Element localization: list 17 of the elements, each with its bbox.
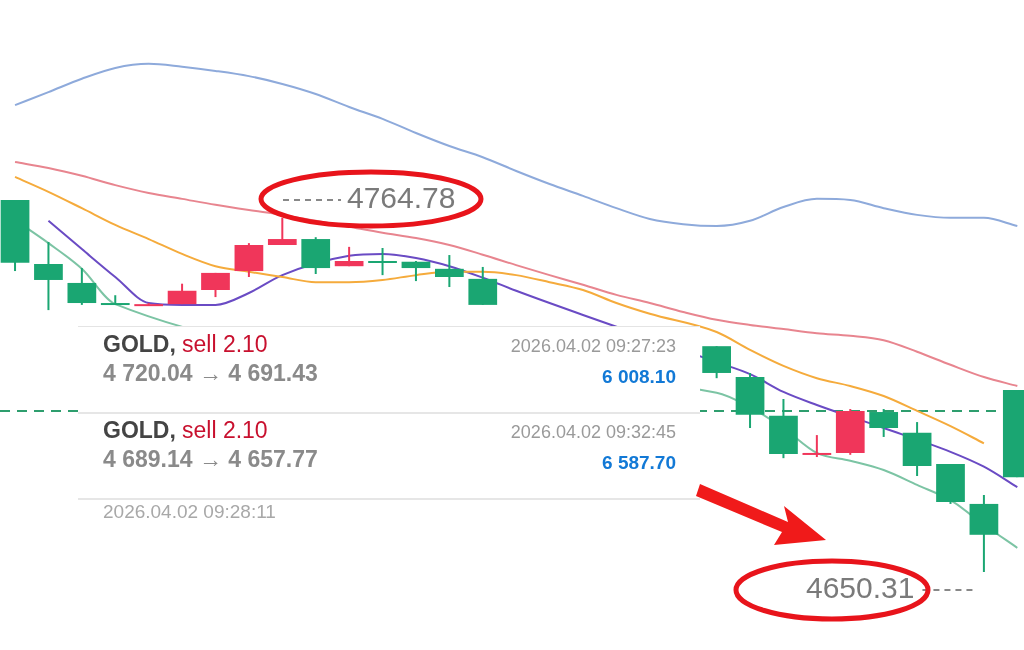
annotation: 2026.04.02 09:32:45 [510, 422, 676, 442]
candlestick [802, 434, 832, 459]
annotation: GOLD, [103, 330, 176, 357]
annotation: 2026.04.02 09:27:23 [510, 336, 676, 356]
annotation: sell 2.10 [182, 416, 268, 443]
annotation: 2026.04.02 09:28:11 [103, 501, 276, 522]
annotation: 6 587.70 [602, 451, 676, 473]
annotation: 4 689.14 → 4 657.77 [103, 445, 318, 472]
annotation: 4 720.04 → 4 691.43 [103, 359, 318, 386]
annotation: 4650.31 [806, 571, 915, 605]
candlestick [434, 254, 464, 289]
annotation: sell 2.10 [182, 330, 268, 357]
candlestick [368, 246, 397, 277]
annotation: 6 008.10 [602, 365, 676, 387]
annotation: 4764.78 [347, 181, 456, 215]
annotation: GOLD, [103, 416, 176, 443]
candlestick [401, 260, 431, 283]
